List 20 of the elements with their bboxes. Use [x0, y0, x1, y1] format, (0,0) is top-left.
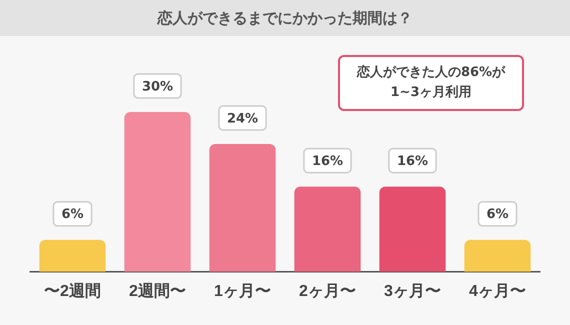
text: 恋人ができた人の86%が1~3ヶ月利用: [338, 55, 524, 111]
bar: [39, 240, 106, 272]
x-tick-label: 4ヶ月〜: [469, 282, 526, 300]
bar: [294, 186, 361, 272]
data-label: 6%: [61, 207, 84, 222]
data-label: 6%: [486, 207, 509, 222]
bar: [124, 112, 191, 272]
data-label: 30%: [142, 79, 174, 94]
bar: [379, 186, 446, 272]
x-tick-label: 1ヶ月〜: [214, 282, 271, 300]
bar: [464, 240, 531, 272]
x-tick-label: 2週間〜: [129, 282, 186, 300]
data-label: 16%: [396, 154, 428, 169]
data-label: 16%: [312, 154, 344, 169]
chart-title: 恋人ができるまでにかかった期間は？: [0, 0, 570, 36]
x-tick-label: 3ヶ月〜: [384, 282, 441, 300]
x-tick-label: 〜2週間: [44, 282, 101, 300]
x-tick-label: 2ヶ月〜: [299, 282, 356, 300]
data-label: 24%: [226, 111, 258, 126]
bar: [209, 144, 276, 272]
